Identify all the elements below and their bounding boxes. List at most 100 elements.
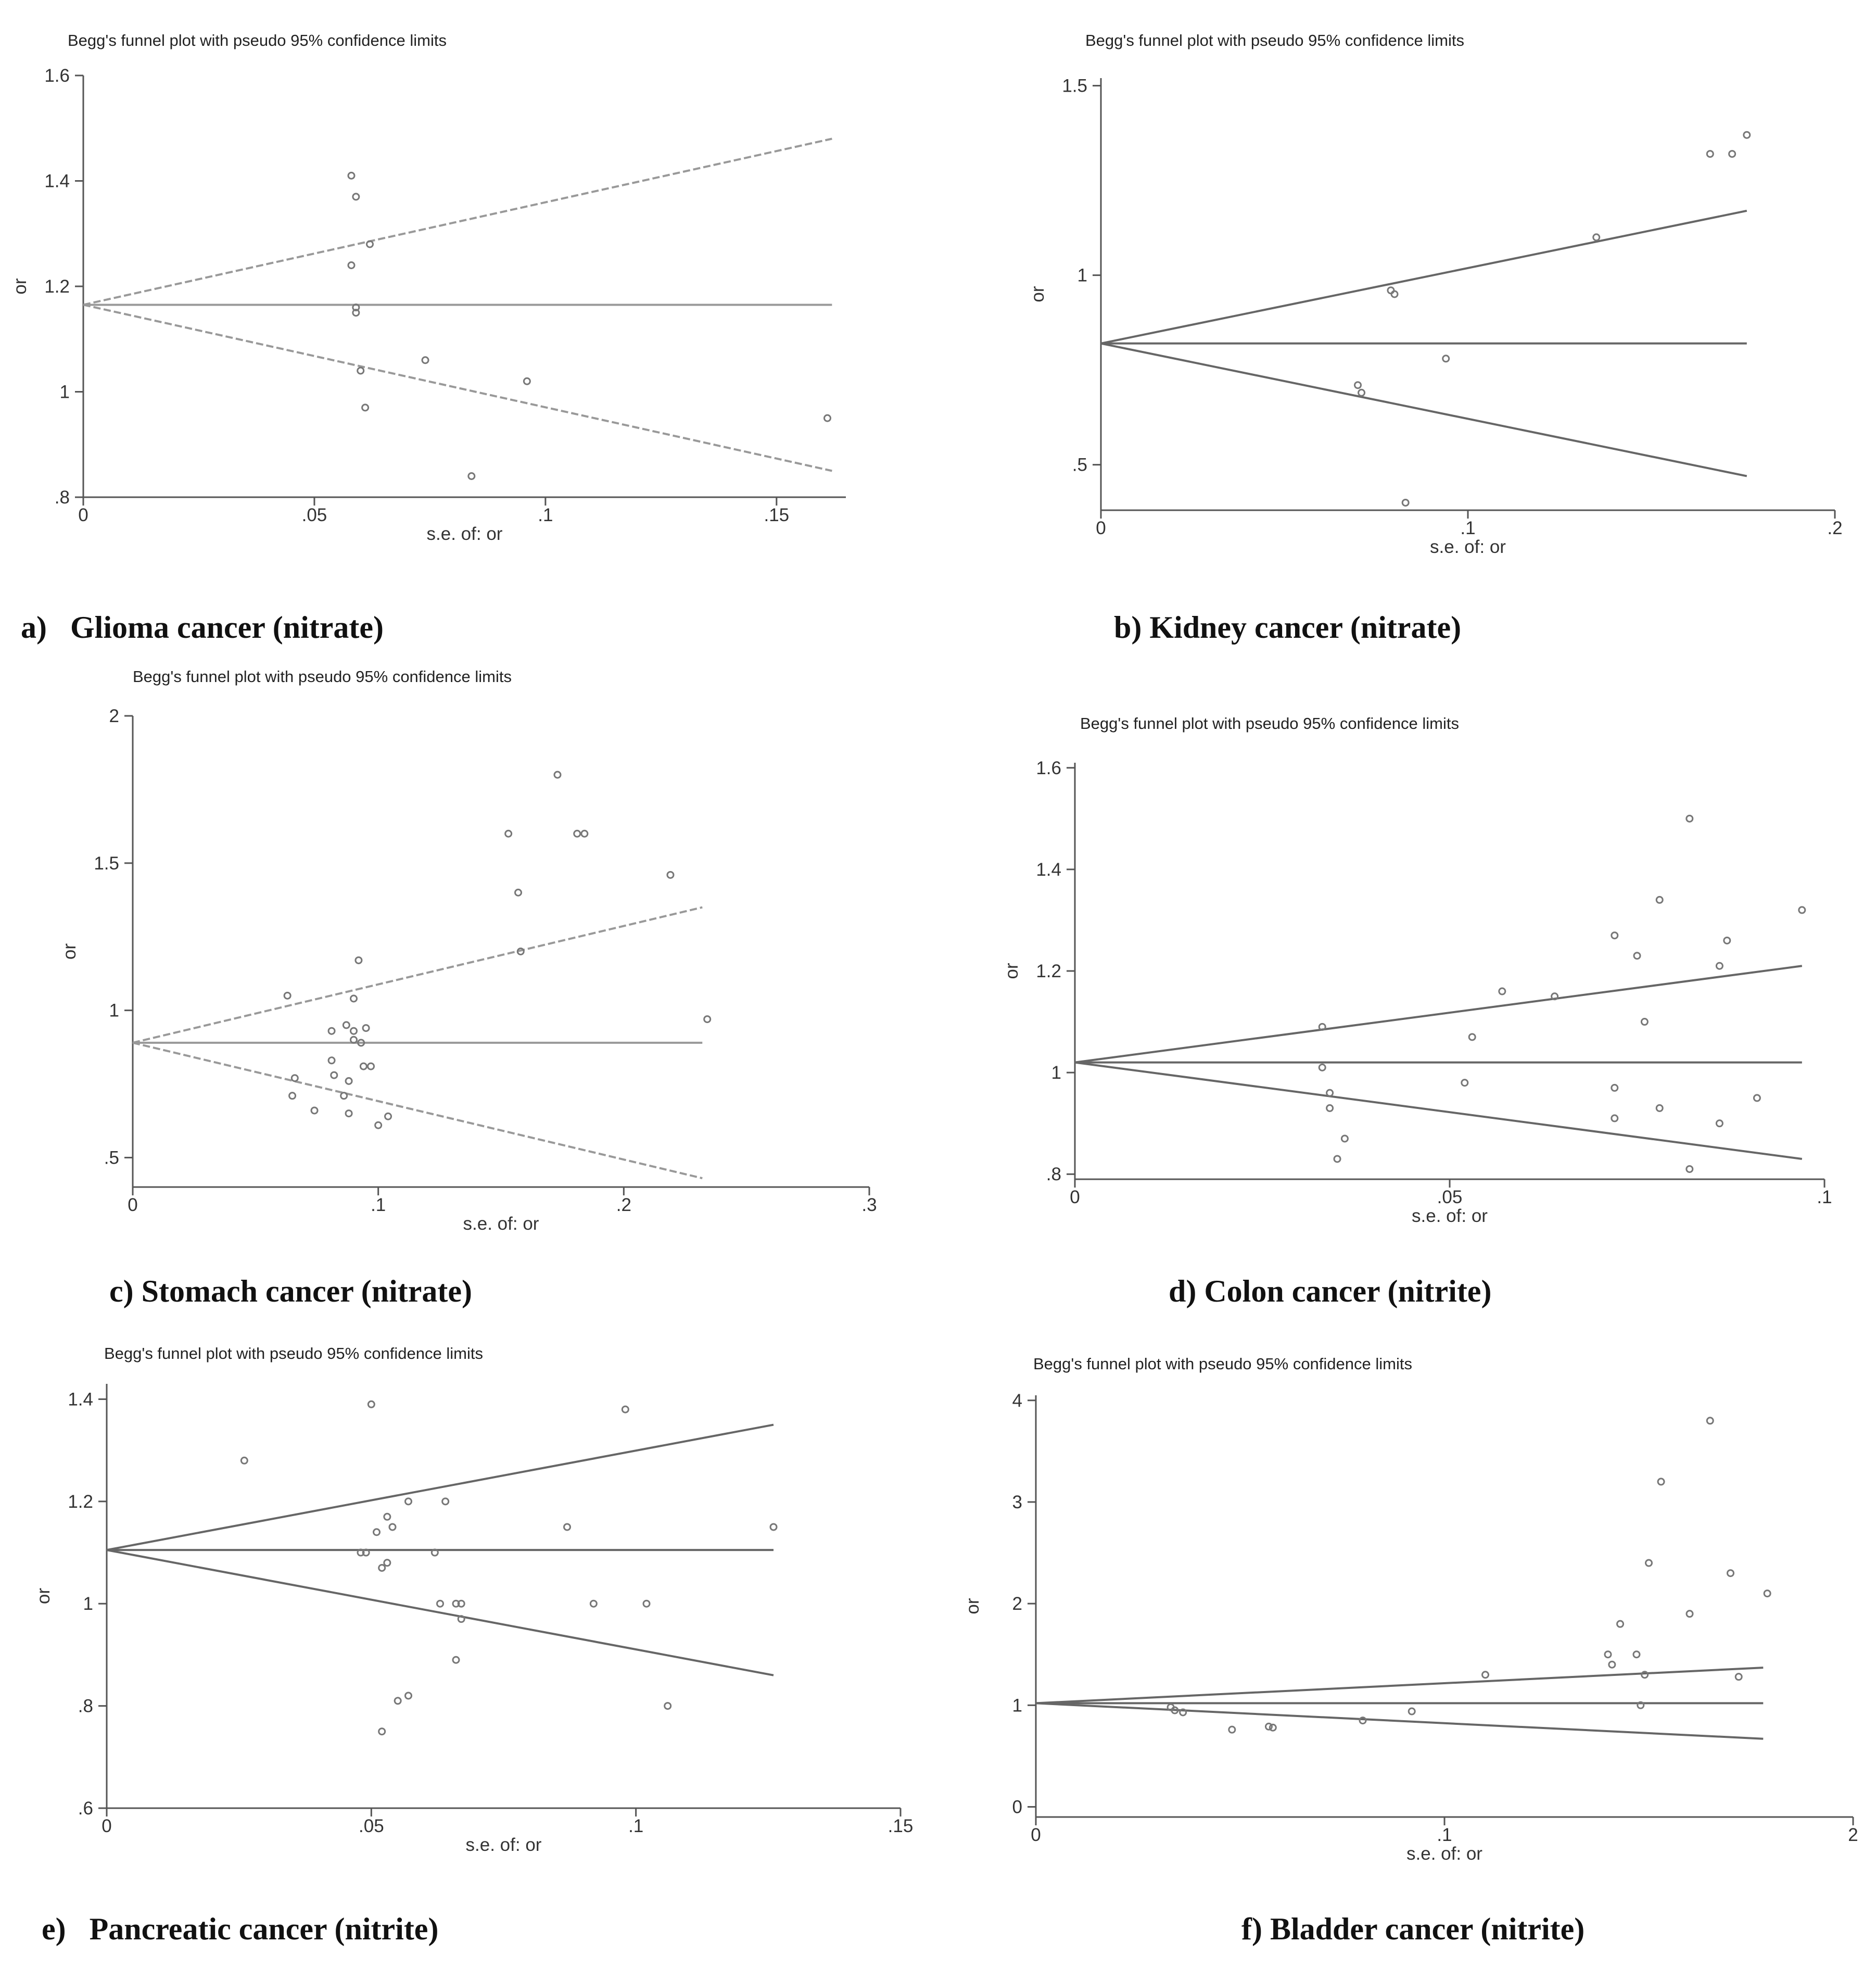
study-point (642, 1599, 651, 1608)
study-point (1645, 1559, 1653, 1567)
lower-confidence-limit (83, 304, 832, 472)
study-point (383, 1512, 391, 1521)
study-point (1461, 1079, 1469, 1087)
study-point (394, 1697, 402, 1705)
x-tick-label: .15 (764, 505, 789, 525)
study-point (1390, 290, 1399, 298)
x-axis-label: s.e. of: or (1430, 537, 1506, 557)
y-axis-label: or (1028, 286, 1048, 302)
study-point (345, 1077, 353, 1085)
study-point (347, 171, 356, 180)
y-tick-label: 1.5 (94, 853, 119, 874)
x-tick-label: .2 (616, 1195, 631, 1215)
study-point (769, 1523, 778, 1531)
study-point (1333, 1155, 1341, 1163)
panel-d: Begg's funnel plot with pseudo 95% confi… (1002, 714, 1832, 1308)
study-point (327, 1056, 336, 1065)
study-point (1468, 1033, 1476, 1041)
study-point (452, 1599, 460, 1608)
study-point (467, 472, 476, 480)
study-point (1640, 1018, 1649, 1026)
study-point (1798, 906, 1806, 914)
study-point (1604, 1650, 1612, 1659)
study-point (357, 1548, 365, 1557)
x-axis-label: s.e. of: or (463, 1214, 539, 1234)
study-point (1340, 1134, 1349, 1143)
study-point (310, 1106, 319, 1115)
y-tick-label: .6 (78, 1798, 93, 1819)
study-point (563, 1523, 571, 1531)
study-point (1592, 233, 1601, 242)
study-point (1269, 1723, 1277, 1732)
study-point (421, 356, 429, 364)
study-point (350, 1027, 358, 1035)
x-tick-label: 0 (1070, 1187, 1080, 1207)
study-point (345, 1109, 353, 1118)
study-point (1171, 1706, 1179, 1714)
x-tick-label: 0 (128, 1195, 137, 1215)
study-point (374, 1121, 383, 1129)
study-point (357, 1039, 365, 1047)
study-point (452, 1656, 460, 1664)
study-point (436, 1599, 444, 1608)
y-tick-label: .5 (104, 1147, 119, 1168)
study-point (1354, 381, 1362, 389)
study-point (362, 1024, 370, 1032)
study-point (283, 991, 291, 1000)
x-tick-label: .1 (538, 505, 553, 525)
study-point (1715, 962, 1723, 970)
study-point (361, 403, 370, 412)
study-point (340, 1092, 348, 1100)
y-tick-label: 1.4 (68, 1389, 93, 1409)
study-point (580, 829, 589, 838)
panel-b: Begg's funnel plot with pseudo 95% confi… (1028, 31, 1843, 645)
y-tick-label: 1.6 (44, 66, 70, 86)
study-point (352, 309, 360, 317)
x-axis-label: s.e. of: or (1406, 1844, 1482, 1864)
x-tick-label: 2 (1848, 1825, 1858, 1845)
study-point (457, 1615, 465, 1623)
study-point (350, 1036, 358, 1044)
study-point (1442, 355, 1450, 363)
study-point (1657, 1478, 1665, 1486)
study-point (290, 1074, 299, 1082)
study-point (367, 1400, 375, 1408)
study-point (1179, 1708, 1187, 1717)
y-tick-label: 1.4 (1036, 860, 1061, 880)
study-point (1408, 1707, 1416, 1715)
study-point (1481, 1671, 1489, 1679)
x-tick-label: .15 (888, 1816, 914, 1836)
study-point (342, 1021, 350, 1029)
study-point (1318, 1063, 1326, 1071)
study-point (330, 1071, 338, 1079)
y-tick-label: 1 (1078, 266, 1087, 286)
y-tick-label: 1.4 (44, 171, 70, 192)
study-point (523, 377, 531, 385)
study-point (1611, 1114, 1619, 1122)
study-point (1706, 150, 1714, 158)
study-point (1401, 498, 1410, 507)
study-point (457, 1599, 465, 1608)
study-point (288, 1092, 297, 1100)
study-point (1685, 1165, 1694, 1173)
study-point (823, 414, 831, 422)
x-tick-label: .1 (1817, 1187, 1832, 1207)
study-point (1326, 1089, 1334, 1097)
study-point (1637, 1701, 1645, 1709)
y-axis-label: or (59, 943, 80, 960)
panel-caption: a) Glioma cancer (nitrate) (21, 610, 384, 645)
study-point (1728, 150, 1736, 158)
study-point (404, 1692, 412, 1700)
upper-confidence-limit (106, 1423, 774, 1551)
y-tick-label: 4 (1012, 1391, 1022, 1411)
plot-title: Begg's funnel plot with pseudo 95% confi… (68, 31, 447, 49)
x-tick-label: 0 (78, 505, 88, 525)
study-point (367, 1062, 375, 1070)
study-point (1743, 131, 1751, 139)
y-tick-label: .8 (55, 487, 70, 508)
plot-title: Begg's funnel plot with pseudo 95% confi… (1085, 31, 1464, 49)
study-point (354, 956, 363, 964)
y-tick-label: 1.6 (1036, 758, 1061, 778)
lower-confidence-limit (1074, 1061, 1803, 1160)
y-tick-label: 2 (1012, 1594, 1022, 1614)
